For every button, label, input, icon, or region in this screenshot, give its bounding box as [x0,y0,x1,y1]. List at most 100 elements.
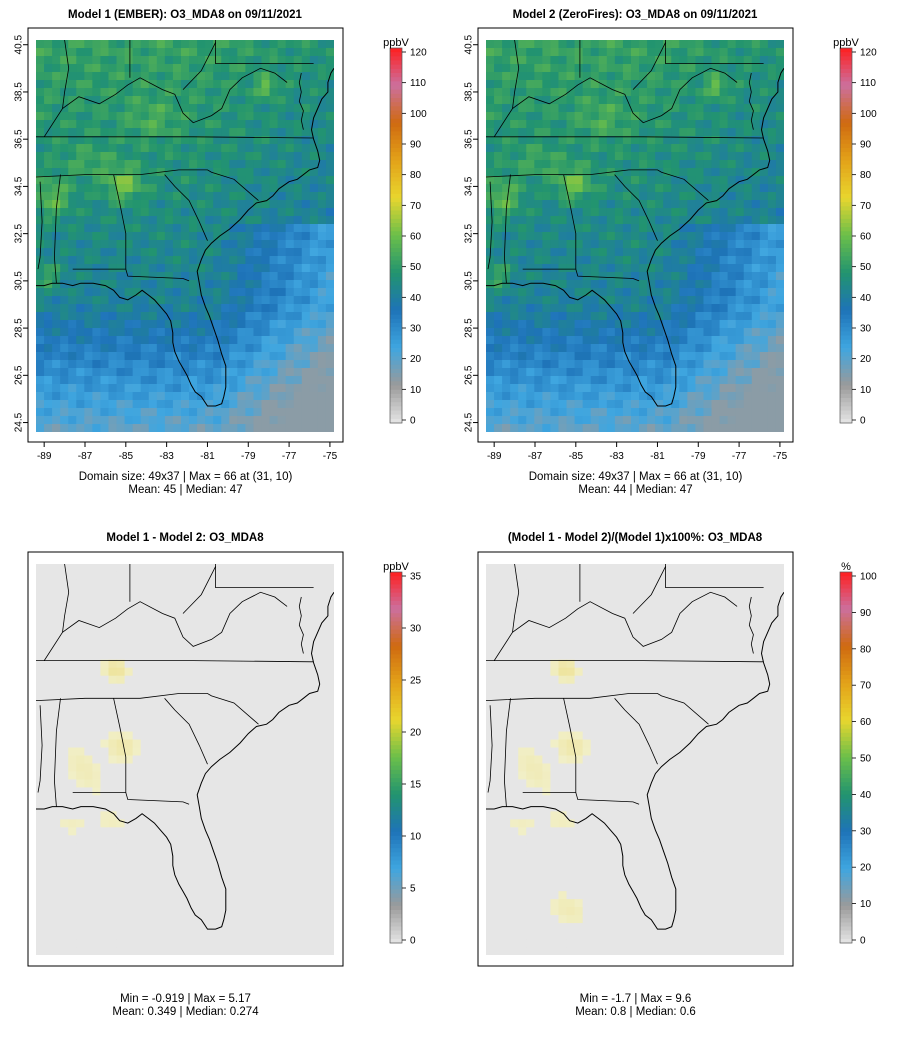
heatmap-cell [44,336,53,345]
heatmap-cell [205,272,214,281]
heatmap-cell [84,723,93,733]
heatmap-cell [221,715,230,725]
heatmap-cell [767,336,777,345]
heatmap-cells [36,564,334,955]
heatmap-cell [132,408,142,417]
heatmap-cell [775,136,784,145]
heatmap-cell [598,120,608,129]
heatmap-cell [245,707,255,717]
heatmap-cell [132,248,142,257]
heatmap-cell [253,611,263,621]
heatmap-cell [148,416,158,425]
heatmap-cell [558,232,568,241]
heatmap-cell [679,256,688,265]
colorbar-segment [840,327,852,332]
heatmap-cell [164,731,174,741]
heatmap-cell [213,651,222,661]
heatmap-cell [486,240,495,249]
heatmap-cell [309,368,319,377]
heatmap-cell [550,272,560,281]
heatmap-cell [132,384,142,393]
heatmap-cell [76,304,85,313]
heatmap-cell [36,288,45,297]
heatmap-cell [108,571,118,581]
heatmap-cell [285,112,295,121]
heatmap-cell [679,240,688,249]
heatmap-cell [68,200,77,209]
heatmap-cell [213,160,222,169]
heatmap-cell [566,48,576,57]
heatmap-cell [486,88,495,97]
heatmap-cell [60,424,69,432]
heatmap-cell [156,248,166,257]
heatmap-cell [759,240,769,249]
heatmap-cell [526,96,535,105]
heatmap-cell [285,691,295,701]
colorbar-segment [390,281,402,286]
heatmap-cell [494,240,503,249]
heatmap-cell [582,208,592,217]
heatmap-cell [245,755,255,765]
heatmap-cell [526,320,535,329]
heatmap-cell [132,312,142,321]
heatmap-cell [751,344,761,353]
heatmap-cell [679,88,688,97]
heatmap-cell [132,603,142,613]
heatmap-cell [518,104,527,113]
heatmap-cell [148,424,158,432]
heatmap-cell [189,344,198,353]
heatmap-cell [622,112,632,121]
heatmap-cell [550,72,560,81]
heatmap-cell [205,587,214,597]
heatmap-cell [655,320,664,329]
heatmap-cell [277,771,287,781]
heatmap-cell [293,747,303,757]
heatmap-cell [494,400,503,409]
heatmap-cell [703,160,713,169]
heatmap-cell [647,184,656,193]
heatmap-cell [711,376,721,385]
heatmap-cell [229,571,238,581]
heatmap-cell [60,104,69,113]
heatmap-cell [44,707,53,717]
heatmap-cell [237,368,246,377]
heatmap-cell [148,763,158,773]
heatmap-cell [317,328,327,337]
heatmap-cell [156,763,166,773]
heatmap-cell [36,619,45,629]
heatmap-cell [229,296,238,305]
heatmap-cell [76,208,85,217]
heatmap-cell [719,216,729,225]
heatmap-cell [68,675,77,685]
heatmap-cell [727,72,737,81]
heatmap-cell [44,304,53,313]
heatmap-cell [590,192,600,201]
colorbar-segment [840,189,852,195]
heatmap-cell [156,360,166,369]
heatmap-cell [711,64,721,73]
heatmap-cell [695,232,705,241]
heatmap-cell [261,128,271,137]
heatmap-cell [132,320,142,329]
heatmap-cell [100,400,110,409]
heatmap-cell [518,144,527,153]
heatmap-cell [679,56,688,65]
heatmap-cell [76,280,85,289]
heatmap-cell [253,408,263,417]
heatmap-cell [100,635,110,645]
heatmap-cell [510,280,519,289]
heatmap-cell [221,731,230,741]
heatmap-cell [172,611,182,621]
heatmap-cell [84,160,93,169]
heatmap-cell [213,216,222,225]
heatmap-cell [148,216,158,225]
heatmap-cell [743,232,753,241]
heatmap-cell [60,56,69,65]
heatmap-cell [550,320,560,329]
heatmap-cell [140,168,150,177]
heatmap-cell [614,40,624,49]
heatmap-cell [189,296,198,305]
heatmap-cell [534,224,543,233]
heatmap-cell [293,264,303,273]
heatmap-cell [68,595,77,605]
